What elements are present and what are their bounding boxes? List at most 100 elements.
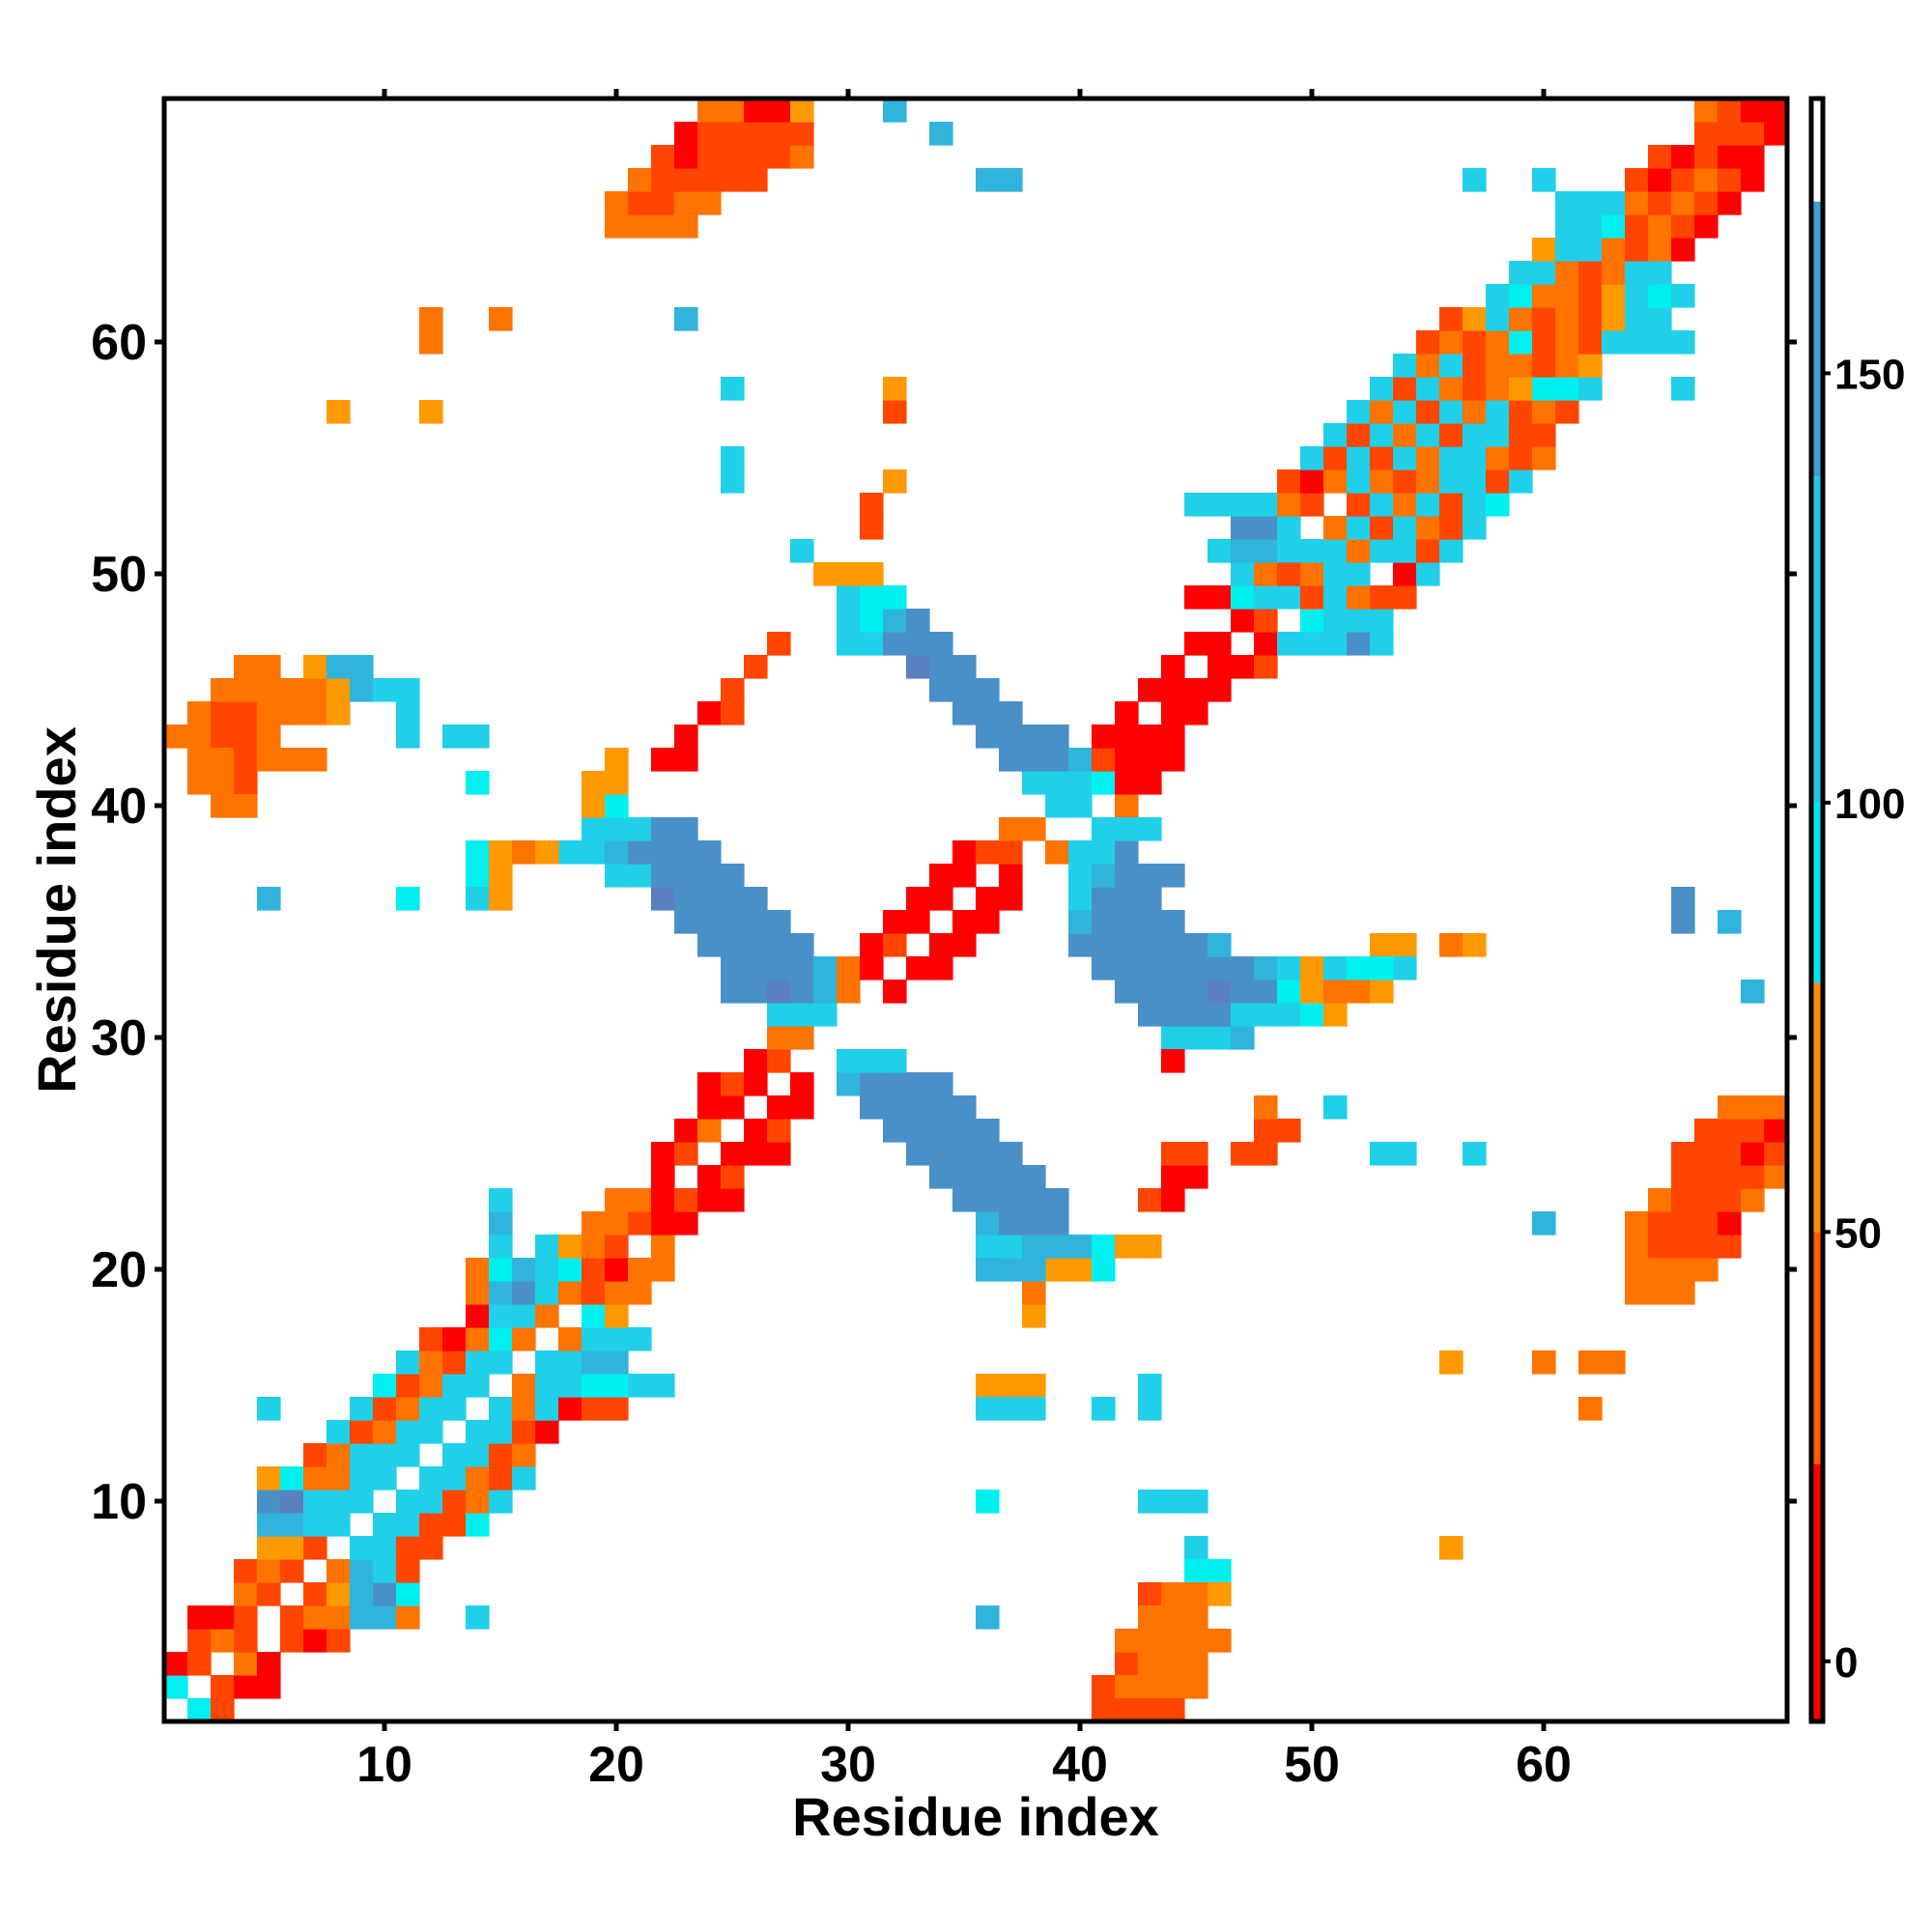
heatmap-cell (1393, 585, 1417, 610)
heatmap-cell (1138, 864, 1162, 888)
heatmap-cell (860, 609, 884, 633)
heatmap-cell (373, 1466, 397, 1491)
heatmap-cell (1300, 1003, 1324, 1027)
y-tick-label: 20 (91, 1242, 147, 1298)
heatmap-cell (1741, 980, 1765, 1004)
heatmap-cell (1068, 840, 1093, 865)
heatmap-cell (1092, 771, 1116, 795)
heatmap-cell (1439, 469, 1463, 494)
heatmap-cell (582, 1258, 606, 1282)
heatmap-cell (1184, 980, 1208, 1004)
heatmap-cell (1764, 1165, 1788, 1189)
heatmap-cell (1323, 516, 1348, 540)
heatmap-cell (1602, 330, 1626, 355)
heatmap-cell (280, 1629, 304, 1653)
heatmap-cell (327, 1582, 351, 1606)
heatmap-cell (605, 794, 629, 818)
heatmap-cell (280, 678, 304, 702)
heatmap-cell (651, 748, 675, 772)
heatmap-cell (1138, 933, 1162, 957)
heatmap-cell (1161, 1629, 1185, 1653)
colorbar-segment (1811, 802, 1823, 983)
heatmap-cell (883, 910, 907, 934)
heatmap-cell (883, 377, 907, 401)
heatmap-cell (1138, 771, 1162, 795)
heatmap-cell (1718, 1095, 1742, 1120)
heatmap-cell (1718, 145, 1742, 169)
heatmap-cell (952, 1119, 977, 1143)
heatmap-cell (442, 1397, 467, 1421)
colorbar-tick-label: 0 (1834, 1639, 1858, 1687)
y-axis-ticks: 10 20 30 40 50 60 (91, 315, 1797, 1530)
heatmap-cell (1161, 1490, 1185, 1514)
heatmap-cell (512, 1397, 536, 1421)
heatmap-cell (1254, 1142, 1278, 1166)
heatmap-cell (1741, 145, 1765, 169)
heatmap-cell (466, 864, 490, 888)
heatmap-cell (721, 99, 745, 123)
heatmap-cell (187, 1629, 212, 1653)
heatmap-cell (257, 1397, 281, 1421)
heatmap-cell (999, 748, 1023, 772)
heatmap-cell (628, 191, 652, 215)
heatmap-cell (1370, 377, 1394, 401)
heatmap-cell (350, 678, 374, 702)
heatmap-cell (1323, 562, 1348, 586)
heatmap-cell (1161, 956, 1185, 980)
heatmap-cell (1648, 191, 1672, 215)
heatmap-cell (697, 910, 722, 934)
heatmap-cell (999, 1258, 1023, 1282)
heatmap-cell (628, 214, 652, 239)
heatmap-cell (1347, 585, 1371, 610)
heatmap-cell (605, 771, 629, 795)
heatmap-cell (605, 1304, 629, 1328)
heatmap-cell (1138, 1490, 1162, 1514)
heatmap-cell (651, 887, 675, 911)
heatmap-cell (466, 724, 490, 749)
heatmap-cell (466, 1374, 490, 1398)
heatmap-cell (1532, 354, 1556, 378)
heatmap-cell (1741, 122, 1765, 146)
heatmap-cell (303, 701, 327, 725)
heatmap-cell (1092, 1397, 1116, 1421)
heatmap-cell (1231, 539, 1255, 563)
heatmap-cell (651, 1258, 675, 1282)
heatmap-cell (187, 748, 212, 772)
heatmap-cell (373, 678, 397, 702)
heatmap-cell (1231, 562, 1255, 586)
heatmap-cell (837, 585, 861, 610)
heatmap-cell (674, 887, 698, 911)
heatmap-cell (1347, 539, 1371, 563)
heatmap-cell (466, 771, 490, 795)
heatmap-cell (744, 1142, 768, 1166)
heatmap-cell (1184, 1559, 1208, 1583)
heatmap-cell (327, 1605, 351, 1630)
y-axis-title: Residue index (26, 726, 87, 1094)
x-axis-ticks: 10 20 30 40 50 60 (356, 89, 1572, 1793)
heatmap-cell (1509, 330, 1533, 355)
heatmap-cell (396, 1420, 420, 1444)
heatmap-cell (929, 655, 953, 679)
heatmap-cell (929, 1119, 953, 1143)
heatmap-cell (234, 1652, 258, 1676)
heatmap-cell (674, 840, 698, 865)
heatmap-cell (512, 1466, 536, 1491)
heatmap-cell (489, 1211, 513, 1236)
heatmap-cell (1068, 887, 1093, 911)
colorbar-tick-label: 50 (1834, 1209, 1882, 1257)
heatmap-cell (1231, 980, 1255, 1004)
heatmap-cell (860, 562, 884, 586)
heatmap-cell (697, 1095, 722, 1120)
heatmap-cell (744, 956, 768, 980)
heatmap-cell (1671, 1258, 1695, 1282)
heatmap-cell (1671, 284, 1695, 308)
heatmap-cell (1277, 1003, 1301, 1027)
heatmap-cell (999, 168, 1023, 192)
heatmap-cell (605, 840, 629, 865)
heatmap-cell (721, 1165, 745, 1189)
heatmap-cell (1694, 122, 1719, 146)
heatmap-cell (883, 1072, 907, 1096)
heatmap-cell (1092, 956, 1116, 980)
heatmap-cell (211, 724, 235, 749)
heatmap-cell (1718, 191, 1742, 215)
